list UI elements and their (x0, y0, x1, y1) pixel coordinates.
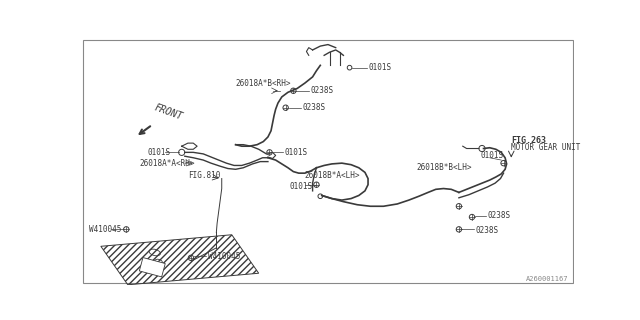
Text: 0101S: 0101S (289, 182, 312, 191)
Text: 0238S: 0238S (476, 227, 499, 236)
Text: FRONT: FRONT (153, 102, 184, 122)
Text: 26018B*B<LH>: 26018B*B<LH> (417, 163, 472, 172)
Text: 0101S: 0101S (285, 148, 308, 157)
Text: 0101S: 0101S (368, 63, 391, 72)
Bar (140, 258, 165, 277)
Text: 26018B*A<LH>: 26018B*A<LH> (305, 171, 360, 180)
Text: 0101S: 0101S (481, 151, 504, 160)
Text: 0238S: 0238S (488, 211, 511, 220)
Text: 26018A*A<RH>: 26018A*A<RH> (140, 159, 195, 168)
Text: 0101S: 0101S (147, 148, 170, 157)
Text: A260001167: A260001167 (525, 276, 568, 282)
Text: FIG.263: FIG.263 (511, 136, 547, 145)
Text: W410045: W410045 (90, 225, 122, 234)
Text: 0238S: 0238S (303, 103, 326, 112)
Text: W410045: W410045 (208, 252, 240, 261)
Text: 0238S: 0238S (310, 86, 333, 95)
Text: FIG.810: FIG.810 (188, 171, 220, 180)
Text: 26018A*B<RH>: 26018A*B<RH> (236, 78, 291, 88)
Text: MOTOR GEAR UNIT: MOTOR GEAR UNIT (511, 143, 580, 152)
